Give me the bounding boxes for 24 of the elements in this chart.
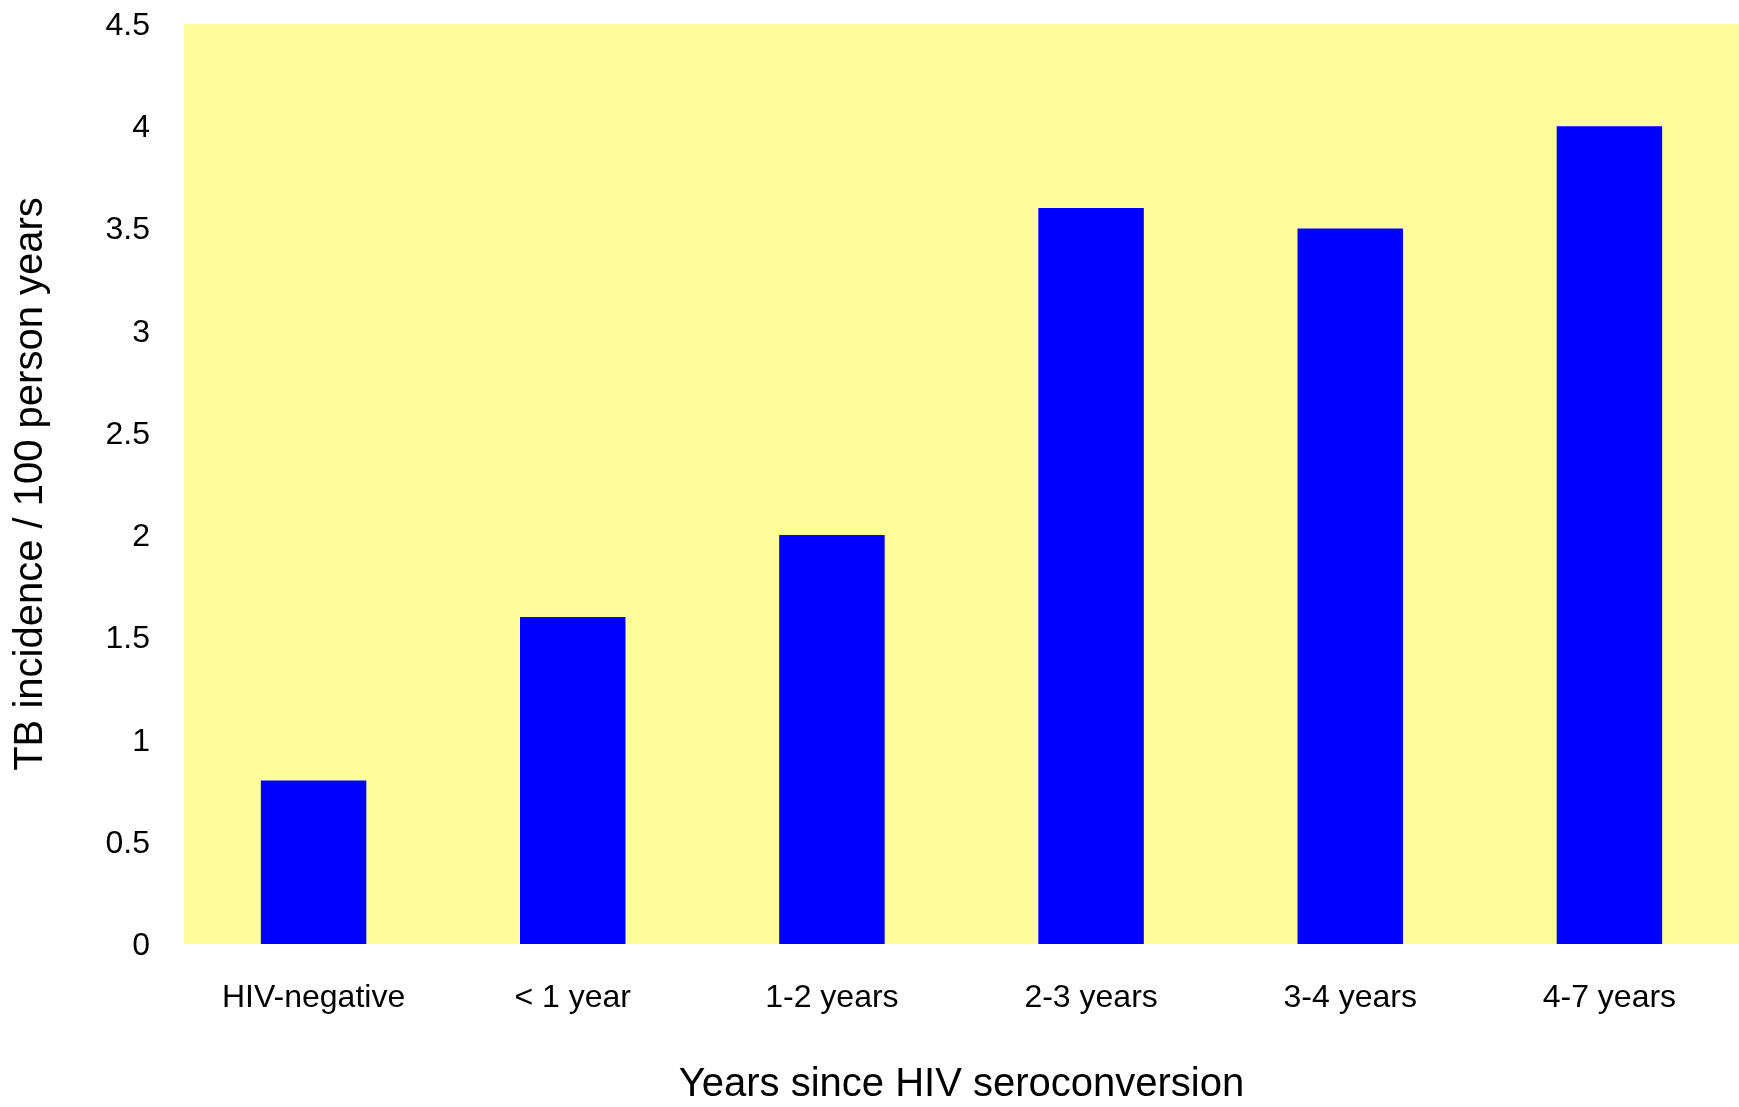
y-tick-label: 4: [132, 108, 150, 145]
x-tick-label: 2-3 years: [1024, 978, 1158, 1014]
x-axis-title: Years since HIV seroconversion: [678, 1060, 1245, 1104]
x-tick-label: 1-2 years: [765, 978, 899, 1014]
y-axis-title: TB incidence / 100 person years: [6, 197, 50, 771]
bar: [520, 616, 626, 944]
y-tick-label: 2: [132, 517, 150, 554]
y-tick-label: 2.5: [105, 414, 150, 451]
x-tick-label: 4-7 years: [1542, 978, 1677, 1014]
y-tick-label: 1: [132, 721, 150, 758]
bar: [1297, 228, 1403, 944]
x-tick-label: < 1 year: [514, 978, 632, 1014]
x-tick-label: HIV-negative: [221, 978, 406, 1014]
x-tick-label: 3-4 years: [1283, 978, 1417, 1014]
bar: [1038, 208, 1144, 944]
y-tick-label: 4.5: [105, 6, 150, 42]
y-tick-label: 0: [132, 926, 150, 962]
bar: [1556, 126, 1663, 944]
bar: [260, 780, 367, 944]
bar: [779, 535, 885, 944]
y-tick-label: 1.5: [105, 619, 150, 656]
y-tick-label: 0.5: [105, 823, 150, 860]
y-tick-label: 3: [132, 312, 150, 349]
y-tick-label: 3.5: [105, 210, 150, 247]
